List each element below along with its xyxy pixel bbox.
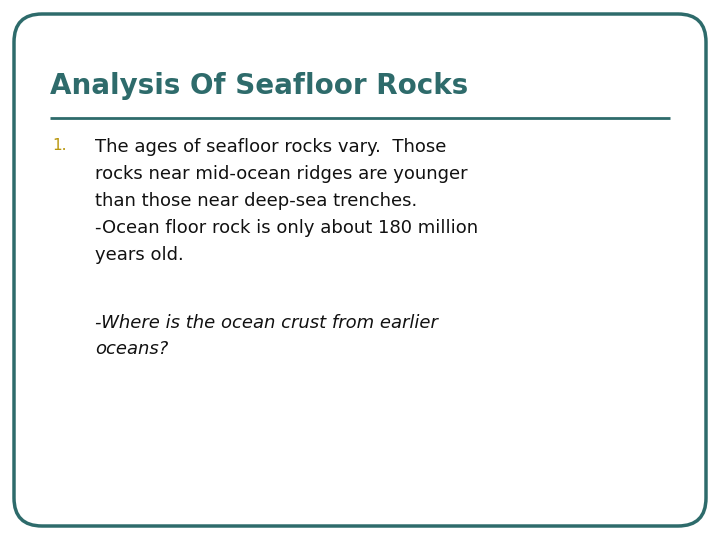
Text: The ages of seafloor rocks vary.  Those: The ages of seafloor rocks vary. Those bbox=[95, 138, 446, 156]
Text: Analysis Of Seafloor Rocks: Analysis Of Seafloor Rocks bbox=[50, 72, 468, 100]
Text: rocks near mid-ocean ridges are younger: rocks near mid-ocean ridges are younger bbox=[95, 165, 467, 183]
Text: -Ocean floor rock is only about 180 million: -Ocean floor rock is only about 180 mill… bbox=[95, 219, 478, 237]
FancyBboxPatch shape bbox=[14, 14, 706, 526]
Text: years old.: years old. bbox=[95, 246, 184, 264]
Text: 1.: 1. bbox=[52, 138, 66, 153]
Text: oceans?: oceans? bbox=[95, 341, 168, 359]
Text: -Where is the ocean crust from earlier: -Where is the ocean crust from earlier bbox=[95, 314, 438, 332]
Text: than those near deep-sea trenches.: than those near deep-sea trenches. bbox=[95, 192, 418, 210]
